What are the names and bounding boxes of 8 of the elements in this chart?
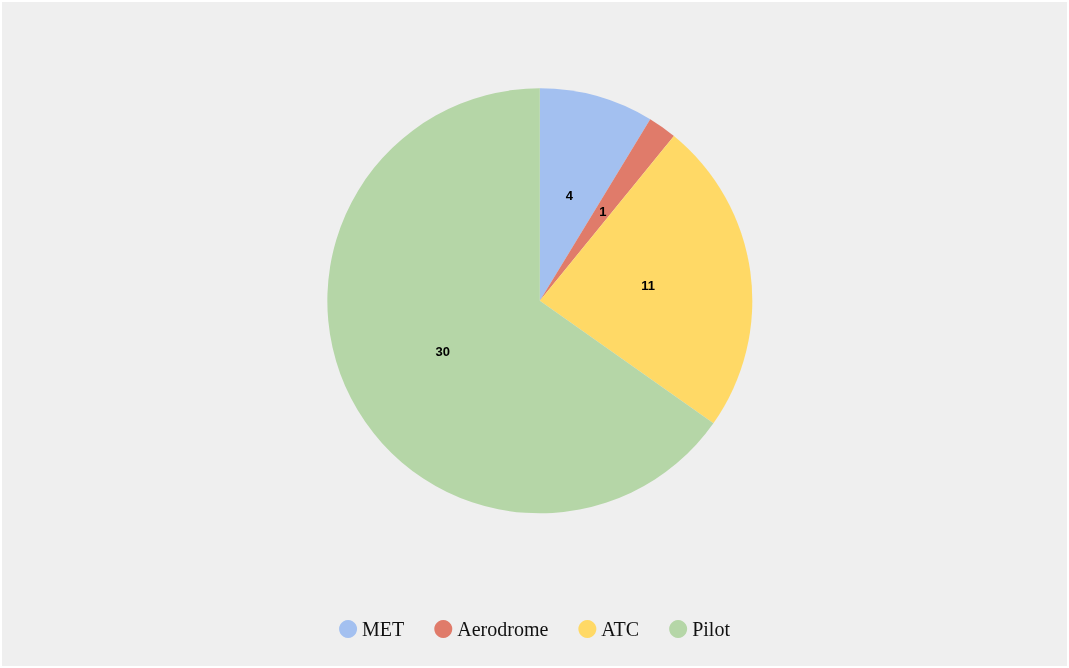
legend-label: Pilot	[692, 618, 731, 640]
data-label: 4	[565, 188, 574, 204]
legend-label: MET	[362, 618, 405, 640]
legend-label: Aerodrome	[457, 618, 549, 640]
data-label: 30	[435, 343, 451, 359]
data-label: 11	[641, 278, 655, 294]
legend-label: ATC	[601, 618, 640, 640]
data-label: 1	[599, 204, 607, 220]
